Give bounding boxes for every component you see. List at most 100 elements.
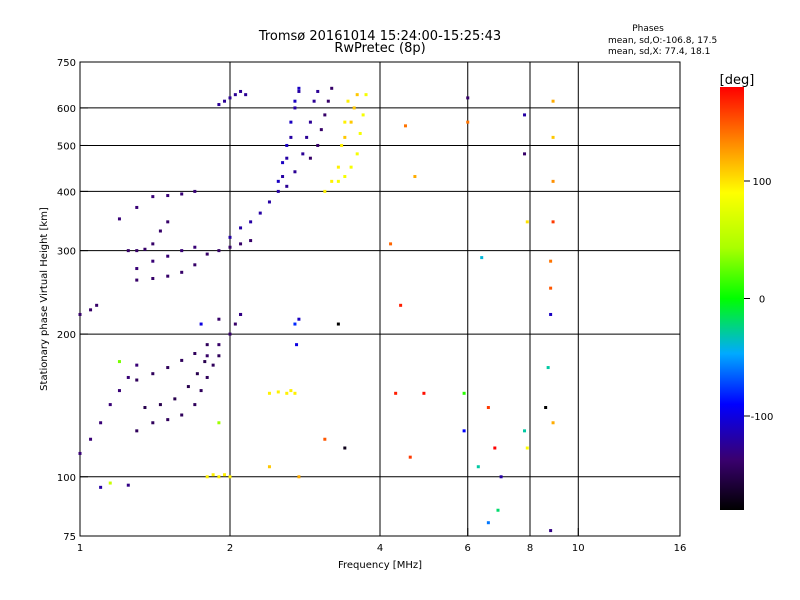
data-point xyxy=(297,86,301,90)
data-point xyxy=(422,391,426,395)
data-point xyxy=(135,249,139,253)
data-point xyxy=(99,485,103,489)
colorbar-gradient xyxy=(720,87,744,510)
data-point xyxy=(551,220,555,224)
data-point xyxy=(199,389,203,393)
data-point xyxy=(151,421,155,425)
data-point xyxy=(244,93,248,97)
data-point xyxy=(233,93,237,97)
data-point xyxy=(217,317,221,321)
data-point xyxy=(352,106,356,110)
data-point xyxy=(117,389,121,393)
data-point xyxy=(308,120,312,124)
data-point xyxy=(199,322,203,326)
data-point xyxy=(301,152,305,156)
data-point xyxy=(249,239,253,243)
data-point xyxy=(308,156,312,160)
data-point xyxy=(180,413,184,417)
data-point xyxy=(523,113,527,117)
y-tick-label: 200 xyxy=(57,330,76,341)
colorbar-tick-label: 0 xyxy=(759,295,765,306)
data-point xyxy=(186,385,190,389)
data-point xyxy=(466,120,470,124)
data-point xyxy=(336,179,340,183)
data-point xyxy=(293,170,297,174)
data-point xyxy=(389,242,393,246)
data-point xyxy=(330,86,334,90)
chart-title: Tromsø 20161014 15:24:00-15:25:43 xyxy=(258,29,501,44)
data-point xyxy=(394,391,398,395)
data-point xyxy=(297,89,301,93)
data-point xyxy=(180,358,184,362)
x-tick-label: 16 xyxy=(674,543,687,554)
data-point xyxy=(217,421,221,425)
data-point xyxy=(319,128,323,132)
legend: Phases mean, sd,O:-106.8, 17.5 mean, sd,… xyxy=(608,24,717,57)
data-point xyxy=(135,267,139,271)
y-axis-label: Stationary phase Virtual Height [km] xyxy=(39,207,50,391)
data-point xyxy=(276,390,280,394)
x-axis-label: Frequency [MHz] xyxy=(338,560,422,571)
data-point xyxy=(323,437,327,441)
colorbar-ticks: 100 0 -100 xyxy=(744,177,773,423)
data-point xyxy=(355,152,359,156)
data-point xyxy=(549,286,553,290)
data-point xyxy=(205,475,209,479)
legend-header: Phases xyxy=(632,24,664,34)
data-point xyxy=(544,406,548,410)
data-point xyxy=(551,421,555,425)
data-point xyxy=(135,205,139,209)
data-point xyxy=(135,363,139,367)
data-point xyxy=(343,446,347,450)
y-tick-label: 750 xyxy=(57,58,76,69)
data-point xyxy=(549,529,553,533)
data-point xyxy=(297,475,301,479)
data-point xyxy=(312,99,316,103)
data-point xyxy=(267,391,271,395)
data-point xyxy=(108,403,112,407)
colorbar-tick-label: -100 xyxy=(751,412,774,423)
data-point xyxy=(293,99,297,103)
data-point xyxy=(293,322,297,326)
data-point xyxy=(211,363,215,367)
colorbar: [deg] 100 0 -100 xyxy=(720,73,773,510)
data-point xyxy=(239,226,243,230)
data-point xyxy=(549,312,553,316)
data-point xyxy=(228,96,232,100)
data-point xyxy=(180,270,184,274)
data-point xyxy=(233,322,237,326)
data-point xyxy=(217,343,221,347)
data-point xyxy=(211,473,215,477)
data-point xyxy=(413,175,417,179)
data-point xyxy=(203,360,207,364)
data-point xyxy=(143,247,147,251)
data-point xyxy=(293,106,297,110)
data-point xyxy=(78,451,82,455)
data-point xyxy=(205,354,209,358)
data-point xyxy=(523,152,527,156)
data-point xyxy=(228,245,232,249)
data-point xyxy=(493,446,497,450)
data-point xyxy=(151,277,155,281)
data-point xyxy=(143,406,147,410)
data-point xyxy=(217,249,221,253)
data-point xyxy=(297,317,301,321)
x-axis-ticks: 1 2 4 6 8 10 16 xyxy=(77,528,687,554)
x-tick-label: 8 xyxy=(527,543,533,554)
data-point xyxy=(135,429,139,433)
data-point xyxy=(346,99,350,103)
data-point xyxy=(330,179,334,183)
y-axis-ticks: 75 100 200 300 400 500 600 750 xyxy=(57,58,88,543)
colorbar-label: [deg] xyxy=(720,73,755,88)
data-point xyxy=(551,99,555,103)
data-point xyxy=(525,446,529,450)
data-point xyxy=(285,143,289,147)
data-point xyxy=(117,360,121,364)
data-point xyxy=(151,372,155,376)
data-point xyxy=(173,397,177,401)
data-point xyxy=(546,366,550,370)
data-point xyxy=(551,135,555,139)
data-point xyxy=(267,465,271,469)
data-point xyxy=(289,389,293,393)
data-point xyxy=(193,352,197,356)
